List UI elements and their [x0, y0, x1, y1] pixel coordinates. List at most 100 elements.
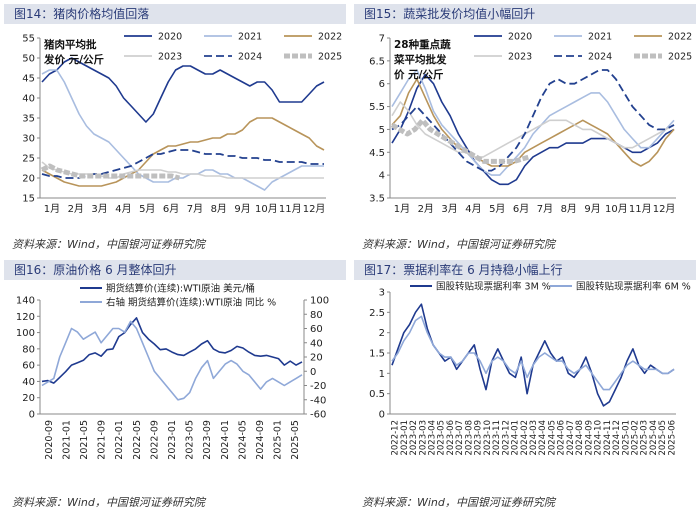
x-tick-label: 2025-05 [658, 420, 668, 456]
legend-label: 期货结算价(连续):WTI原油 美元/桶 [106, 283, 255, 295]
y-axis-title-line: 菜平均批发 [393, 53, 447, 66]
x-tick-label: 11月 [629, 203, 652, 215]
x-tick-label: 2021-09 [97, 420, 108, 460]
x-tick-label: 7月 [187, 203, 203, 215]
x-tick-label: 2025-05 [290, 420, 301, 460]
y-tick-label: 4 [379, 171, 385, 182]
source-note-bottom-left: 资料来源：Wind，中国银河证券研究院 [12, 496, 205, 509]
legend-label: 2020 [158, 32, 182, 43]
y-tick-label: 40 [22, 377, 35, 388]
x-tick-label: 10月 [255, 203, 278, 215]
legend-label: 2020 [508, 32, 532, 43]
panel14-title: 图14：猪肉价格均值回落 [4, 4, 346, 24]
x-tick-label: 2023-04 [428, 420, 438, 456]
y-tick-label: 4.5 [369, 148, 385, 159]
series-line-2022-2 [391, 78, 675, 167]
y2-tick-label: 0 [310, 367, 316, 378]
source-note-bottom-right: 资料来源：Wind，中国银河证券研究院 [362, 496, 555, 509]
x-tick-label: 2024-06 [557, 420, 567, 456]
x-tick-label: 2021-05 [79, 420, 90, 460]
y-tick-label: 140 [16, 296, 35, 307]
y-tick-label: 30 [22, 134, 35, 145]
series-line-3M-0 [391, 303, 675, 407]
x-tick-label: 2025-06 [667, 420, 677, 456]
x-tick-label: 11月 [279, 203, 302, 215]
source-note-top-right: 资料来源：Wind，中国银河证券研究院 [362, 238, 555, 251]
y-tick-label: 6.5 [369, 56, 385, 67]
y-axis-title-line: 发价 元/公斤 [43, 53, 104, 66]
y-tick-label: 60 [22, 361, 35, 372]
x-tick-label: 2023-12 [501, 420, 511, 456]
x-tick-label: 2023-06 [446, 420, 456, 456]
y2-tick-label: 20 [310, 353, 323, 364]
y-tick-label: 3.5 [369, 194, 385, 205]
x-tick-label: 2024-12 [612, 420, 622, 456]
y-axis-title-line: 价 元/公斤 [394, 68, 444, 81]
x-tick-label: 2024-11 [603, 420, 613, 456]
x-tick-label: 2022-05 [132, 420, 143, 460]
x-tick-label: 9月 [234, 203, 250, 215]
x-tick-label: 2023-10 [483, 420, 493, 456]
x-tick-label: 4月 [465, 203, 481, 215]
series-line-2020-0 [41, 57, 325, 123]
panel15-title: 图15：蔬菜批发价均值小幅回升 [354, 4, 696, 24]
x-tick-label: 2025-02 [630, 420, 640, 456]
series-line-2020-0 [391, 73, 675, 186]
x-tick-label: 2023-09 [474, 420, 484, 456]
x-tick-label: 2022-12 [391, 420, 401, 456]
y-tick-label: 120 [16, 312, 35, 323]
series-line-6M-1 [391, 315, 675, 391]
y-axis-title-line: 28种重点蔬 [394, 38, 451, 51]
x-tick-label: 2024-05 [237, 420, 248, 460]
y-tick-label: 100 [16, 328, 35, 339]
x-tick-label: 2022-09 [149, 420, 160, 460]
series-line-WTI-1 [41, 320, 303, 401]
x-tick-label: 2月 [68, 203, 84, 215]
x-tick-label: 2024-10 [594, 420, 604, 456]
y-tick-label: 2.5 [369, 308, 385, 319]
series-line-WTI-0 [41, 317, 303, 384]
y-tick-label: 0 [379, 410, 385, 421]
y-tick-label: 35 [22, 114, 35, 125]
legend-label: 2024 [238, 52, 262, 63]
y2-tick-label: -40 [310, 395, 326, 406]
x-tick-label: 2023-08 [464, 420, 474, 456]
panel16-title: 图16：原油价格 6 月整体回升 [4, 260, 346, 280]
y-tick-label: 2 [379, 328, 385, 339]
legend-label: 2025 [668, 52, 692, 63]
x-tick-label: 2024-09 [255, 420, 266, 460]
x-tick-label: 12月 [653, 203, 676, 215]
legend-label: 右轴 期货结算价(连续):WTI原油 同比 % [106, 297, 276, 309]
x-tick-label: 6月 [513, 203, 529, 215]
x-tick-label: 2023-05 [437, 420, 447, 456]
x-tick-label: 2024-04 [538, 420, 548, 456]
x-tick-label: 2025-04 [649, 420, 659, 456]
legend-label: 2022 [318, 32, 342, 43]
x-tick-label: 2023-09 [202, 420, 213, 460]
y-tick-label: 6 [379, 79, 385, 90]
legend-label: 2025 [318, 52, 342, 63]
source-note-top-left: 资料来源：Wind，中国银河证券研究院 [12, 238, 205, 251]
x-tick-label: 2023-01 [400, 420, 410, 456]
y-tick-label: 45 [22, 74, 35, 85]
y2-tick-label: 40 [310, 338, 323, 349]
y-tick-label: 15 [22, 194, 35, 205]
legend-label: 2023 [508, 52, 532, 63]
y2-tick-label: -60 [310, 410, 326, 421]
x-tick-label: 2024-07 [566, 420, 576, 456]
x-tick-label: 2024-05 [547, 420, 557, 456]
vegetable-price-chart: 3.5 4 4.5 5 5.5 6 6.5 7 1月 2月 3月 4月 5月 6月 7月 8月 9月 10月 11月… [369, 32, 692, 216]
y-axis-title-line: 猪肉平均批 [43, 38, 97, 51]
x-tick-label: 2023-05 [185, 420, 196, 460]
x-tick-label: 10月 [605, 203, 628, 215]
x-tick-label: 2025-01 [273, 420, 284, 460]
x-tick-label: 6月 [163, 203, 179, 215]
x-tick-label: 5月 [489, 203, 505, 215]
y2-tick-label: 100 [310, 296, 329, 307]
x-tick-label: 5月 [139, 203, 155, 215]
series-line-2022-2 [41, 117, 325, 187]
y-tick-label: 0 [29, 410, 35, 421]
legend-label: 国股转贴现票据利率 6M % [576, 281, 691, 293]
x-tick-label: 8月 [561, 203, 577, 215]
